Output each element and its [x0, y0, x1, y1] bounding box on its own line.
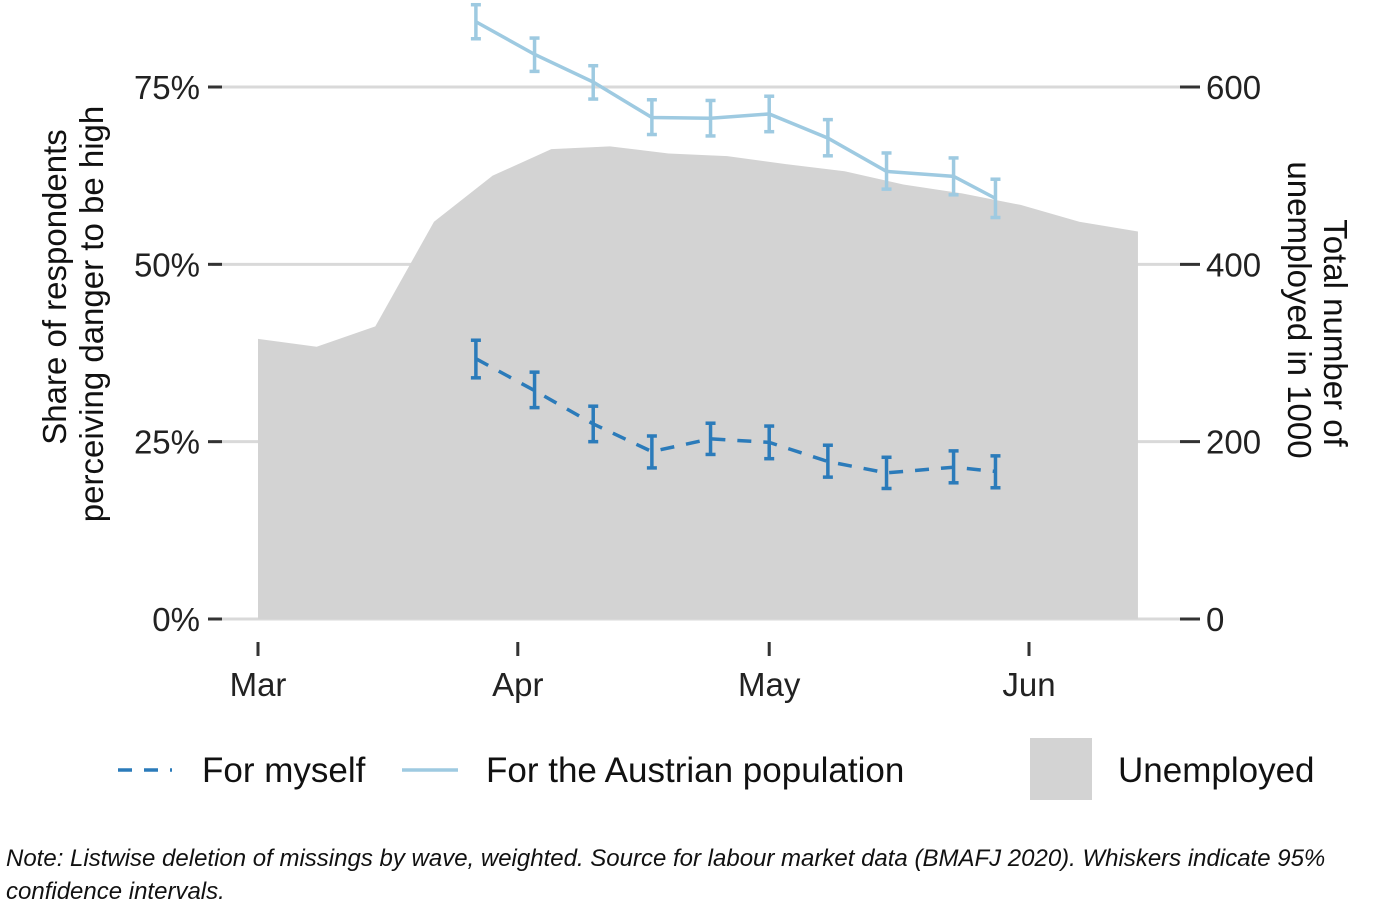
left-axis-title-line1: Share of respondents [36, 129, 73, 445]
left-axis-tick-label: 0% [152, 601, 200, 638]
chart-note: Note: Listwise deletion of missings by w… [6, 845, 1326, 905]
legend-label-unemployed: Unemployed [1118, 751, 1315, 790]
right-axis-tick-label: 0 [1206, 601, 1224, 638]
right-axis-tick-label: 400 [1206, 246, 1261, 283]
right-axis-tick-label: 600 [1206, 69, 1261, 106]
error-bar-for-myself [948, 449, 959, 485]
right-axis-title-line2: unemployed in 1000 [1281, 161, 1318, 458]
right-y-axis-ticks: 0 200 400 600 [1180, 69, 1261, 638]
left-axis-tick-label: 25% [134, 424, 200, 461]
left-axis-title-line2: perceiving danger to be high [73, 106, 110, 522]
x-axis-ticks: Mar Apr May Jun [230, 642, 1056, 703]
error-bar-for-myself [990, 454, 1001, 490]
legend-label-austrian-population: For the Austrian population [486, 751, 904, 790]
legend-key-unemployed [1030, 738, 1092, 800]
error-bar-austrian-population [822, 117, 833, 158]
error-bar-austrian-population [881, 151, 892, 191]
series-line-for-myself [475, 357, 996, 475]
error-bar-austrian-population [646, 98, 657, 137]
x-axis-tick-label: May [738, 666, 801, 703]
error-bar-austrian-population [990, 177, 1001, 220]
series-layer [470, 2, 1001, 491]
error-bar-for-myself [529, 370, 540, 410]
error-bar-for-myself [705, 421, 716, 457]
left-axis-tick-label: 75% [134, 69, 200, 106]
error-bar-for-myself [646, 434, 657, 470]
error-bar-austrian-population [588, 63, 599, 101]
error-bar-for-myself [764, 424, 775, 461]
error-bar-for-myself [588, 404, 599, 444]
x-axis-tick-label: Jun [1002, 666, 1055, 703]
error-bar-austrian-population [948, 156, 959, 197]
legend-label-for-myself: For myself [202, 751, 366, 790]
error-bar-austrian-population [470, 2, 481, 41]
error-bar-austrian-population [764, 94, 775, 134]
error-bar-for-myself [822, 443, 833, 479]
error-bar-for-myself [470, 338, 481, 380]
error-bar-for-myself [881, 455, 892, 491]
series-line-austrian-population [475, 20, 997, 200]
chart: 0% 25% 50% 75% 0 200 400 600 Mar Apr May Jun Shar… [36, 2, 1354, 800]
x-axis-tick-label: Apr [492, 666, 543, 703]
axes: 0% 25% 50% 75% 0 200 400 600 Mar Apr May Jun [134, 69, 1261, 703]
legend: For myself For the Austrian population U… [118, 738, 1315, 800]
unemployed-area-layer [258, 146, 1138, 619]
x-axis-tick-label: Mar [230, 666, 287, 703]
error-bar-austrian-population [529, 36, 540, 74]
left-y-axis-ticks: 0% 25% 50% 75% [134, 69, 222, 638]
right-axis-title-line1: Total number of [1317, 219, 1354, 447]
unemployed-area [258, 146, 1138, 619]
right-axis-tick-label: 200 [1206, 424, 1261, 461]
error-bar-austrian-population [705, 98, 716, 138]
left-axis-tick-label: 50% [134, 246, 200, 283]
